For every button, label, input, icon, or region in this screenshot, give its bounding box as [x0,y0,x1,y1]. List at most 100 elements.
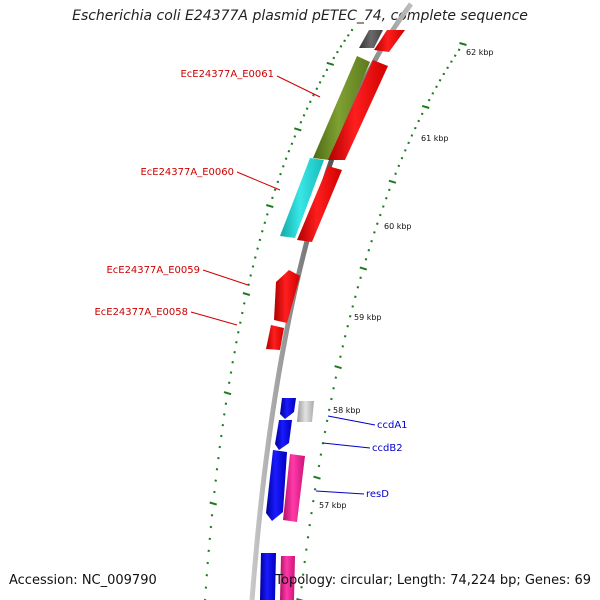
minor-tick [306,536,310,539]
minor-tick [249,274,252,277]
minor-tick [397,164,401,168]
map-title: Escherichia coli E24377A plasmid pETEC_7… [72,8,528,24]
minor-tick [315,87,319,90]
minor-tick [206,561,209,565]
minor-tick [394,172,397,176]
minor-tick [325,419,329,423]
minor-tick [407,141,410,145]
minor-tick [207,549,210,553]
major-tick [223,391,232,396]
gene-label-resd: resD [366,489,389,500]
minor-tick [293,135,297,138]
connector-line [315,490,365,495]
gene-label-e0061: EcE24377A_E0061 [180,69,274,80]
minor-tick [350,28,354,32]
minor-tick [346,324,349,328]
kbp-label-62: 62 kbp [466,48,494,57]
minor-tick [213,490,216,494]
minor-tick [223,413,226,416]
kbp-label-58: 58 kbp [333,406,361,415]
minor-tick [323,430,327,434]
minor-tick [239,321,242,324]
minor-tick [417,119,420,123]
minor-tick [457,48,461,52]
minor-tick [410,134,414,137]
minor-tick [354,295,357,299]
minor-tick [231,361,234,364]
minor-tick [317,464,321,468]
kbp-label-57: 57 kbp [319,501,347,510]
minor-tick [319,453,323,456]
connector-line [322,442,371,449]
minor-tick [400,156,404,160]
minor-tick [208,537,212,541]
minor-tick [251,265,255,268]
blue-feature [260,553,276,600]
minor-tick [334,376,338,379]
magenta-feature [280,556,295,600]
gene-labels: EcE24377A_E0061 EcE24377A_E0060 EcE24377… [94,69,407,500]
minor-tick [343,335,347,338]
minor-tick [237,331,240,334]
minor-tick [241,311,244,315]
minor-tick [310,511,313,515]
gene-label-e0059: EcE24377A_E0059 [106,265,200,276]
minor-tick [431,92,435,95]
minor-tick [299,121,303,124]
minor-tick [227,381,231,385]
minor-tick [243,302,246,305]
minor-tick [308,523,311,527]
major-tick [242,292,251,297]
connector-line [190,311,238,326]
minor-tick [303,560,306,564]
minor-tick [282,165,285,168]
blue-feature [280,398,296,419]
red-feature [328,60,388,160]
minor-tick [258,238,262,242]
minor-tick [385,196,388,200]
major-tick [334,365,342,370]
minor-tick [273,188,277,192]
minor-tick [450,60,453,63]
minor-tick [364,258,368,261]
connector-line [236,171,281,191]
minor-tick [351,305,354,308]
minor-tick [210,514,214,517]
tick-marks [203,28,467,600]
blue-feature [266,450,287,521]
minor-tick [284,157,288,160]
minor-tick [217,456,220,460]
minor-tick [224,402,228,405]
minor-tick [220,434,223,438]
kbp-label-59: 59 kbp [354,313,382,322]
blue-feature [275,420,292,450]
minor-tick [336,50,339,54]
minor-tick [287,149,291,153]
minor-tick [209,525,213,529]
minor-tick [305,548,308,551]
minor-tick [348,315,352,318]
minor-tick [332,387,335,390]
minor-tick [359,276,362,280]
magenta-feature [283,454,305,522]
minor-tick [339,355,342,358]
gene-label-connectors [190,75,376,495]
major-tick [421,104,430,109]
minor-tick [382,205,385,208]
minor-tick [302,114,306,117]
minor-tick [347,34,350,37]
major-tick [388,179,397,184]
major-tick [209,501,217,506]
major-tick [359,266,368,271]
minor-tick [420,112,424,116]
minor-tick [341,345,345,348]
minor-tick [204,586,208,589]
minor-tick [414,126,417,130]
minor-tick [339,45,343,48]
dark-gray-feature [359,30,383,48]
gene-label-e0060: EcE24377A_E0060 [140,167,234,178]
gene-label-ccda1: ccdA1 [377,420,408,431]
olive-feature [313,56,370,160]
minor-tick [379,213,382,217]
